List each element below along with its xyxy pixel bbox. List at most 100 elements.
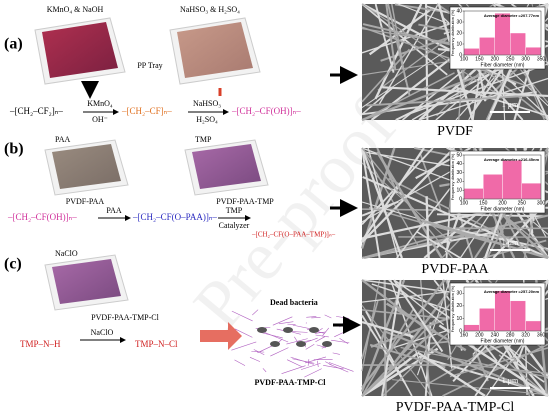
plot-frame <box>463 286 542 332</box>
fiber <box>361 279 464 295</box>
step-reagent: PAA <box>106 206 121 215</box>
bar <box>502 160 522 200</box>
fiber <box>292 331 301 335</box>
y-axis-label: Frequency distribution (%) <box>450 153 455 200</box>
bar <box>463 324 480 332</box>
fiber <box>272 316 293 326</box>
bar <box>525 320 542 332</box>
x-tick-label: 200 <box>475 332 484 338</box>
fiber <box>361 3 494 93</box>
fiber <box>270 347 289 357</box>
caption: PVDF-PAA-TMP-Cl <box>396 400 515 415</box>
y-tick-label: 10 <box>456 41 462 47</box>
fiber <box>286 338 308 345</box>
x-tick-label: 280 <box>506 332 515 338</box>
x-axis-label: Fiber diameter (nm) <box>481 338 525 344</box>
y-tick-label: 30 <box>456 291 462 297</box>
fiber <box>360 147 403 259</box>
bar <box>479 308 495 332</box>
fiber <box>334 331 345 338</box>
reagent: NaHSO₃ & H₂SO₄ <box>180 5 240 14</box>
formula: TMP–N–Cl <box>135 339 178 349</box>
x-tick-label: 300 <box>521 56 530 62</box>
fiber <box>387 3 411 96</box>
y-tick-label: 40 <box>456 161 462 167</box>
fiber <box>361 279 431 333</box>
fiber <box>324 314 332 319</box>
reagent: NaClO <box>55 249 78 258</box>
bar <box>483 174 503 200</box>
step-reagent: NaClO <box>91 328 114 337</box>
fiber <box>300 362 321 370</box>
formula: –[CH₂–CF(O–PAA–TMP)]ₙ– <box>251 231 336 239</box>
mesh-label: PVDF-PAA-TMP-Cl <box>255 378 327 387</box>
panel-label: (b) <box>4 141 24 158</box>
x-tick-label: 250 <box>506 56 515 62</box>
fiber <box>262 368 267 373</box>
y-tick-label: 0 <box>459 196 462 202</box>
fiber <box>361 71 487 122</box>
bar <box>494 12 511 56</box>
annotation: Dead bacteria <box>270 298 318 307</box>
formula: –[CH₂–CF(OH)]ₙ– <box>7 212 77 222</box>
fiber <box>361 279 446 389</box>
fiber <box>304 356 327 364</box>
reagent: KMnO₄ & NaOH <box>47 5 104 14</box>
x-tick-label: 320 <box>521 332 530 338</box>
fiber <box>305 344 315 350</box>
fiber <box>231 341 257 351</box>
fiber <box>361 320 414 338</box>
y-tick-label: 40 <box>456 8 462 14</box>
fiber <box>317 360 319 368</box>
x-tick-label: 250 <box>518 200 527 206</box>
fiber <box>442 343 549 397</box>
fiber <box>361 208 436 211</box>
bar <box>494 290 511 332</box>
fiber <box>315 334 329 338</box>
bacterium <box>322 341 332 347</box>
scale-label: 1 μm <box>502 100 519 109</box>
fiber <box>304 368 322 378</box>
fiber <box>234 359 246 366</box>
fiber <box>400 346 549 378</box>
fiber <box>290 356 314 365</box>
fiber <box>361 304 432 397</box>
x-tick-label: 100 <box>460 56 469 62</box>
y-tick-label: 10 <box>456 188 462 194</box>
fiber <box>315 336 325 343</box>
fiber <box>361 147 453 259</box>
fiber <box>276 328 284 331</box>
step-reagent: Catalyzer <box>219 221 250 230</box>
histogram-title: Average diameter =216.45nm <box>484 157 540 162</box>
fiber <box>249 357 261 362</box>
fiber <box>411 90 462 121</box>
fiber <box>231 310 253 322</box>
bacterium <box>309 327 319 333</box>
fiber <box>382 86 549 98</box>
bacterium <box>270 341 280 347</box>
y-axis-label: Frequency distribution (%) <box>450 285 455 332</box>
fiber <box>234 328 253 338</box>
fiber <box>388 279 445 326</box>
fiber <box>388 292 449 371</box>
fiber <box>361 87 394 115</box>
fiber <box>361 147 425 242</box>
x-tick-label: 200 <box>491 56 500 62</box>
x-tick-label: 240 <box>491 332 500 338</box>
fiber <box>306 316 317 318</box>
fiber <box>339 337 349 344</box>
x-tick-label: 160 <box>460 332 469 338</box>
step-reagent: NaHSO₃ <box>193 99 221 108</box>
product-label: PVDF-PAA-TMP <box>216 197 274 206</box>
y-axis-label: Frequency distribution (%) <box>450 9 455 56</box>
x-tick-label: 350 <box>537 56 546 62</box>
fiber <box>263 331 289 343</box>
y-tick-label: 50 <box>456 152 462 158</box>
y-tick-label: 30 <box>456 19 462 25</box>
tray <box>34 17 126 85</box>
bacterium <box>296 341 306 347</box>
fiber <box>304 337 318 343</box>
reagent: TMP <box>195 135 212 144</box>
bar <box>463 48 480 56</box>
